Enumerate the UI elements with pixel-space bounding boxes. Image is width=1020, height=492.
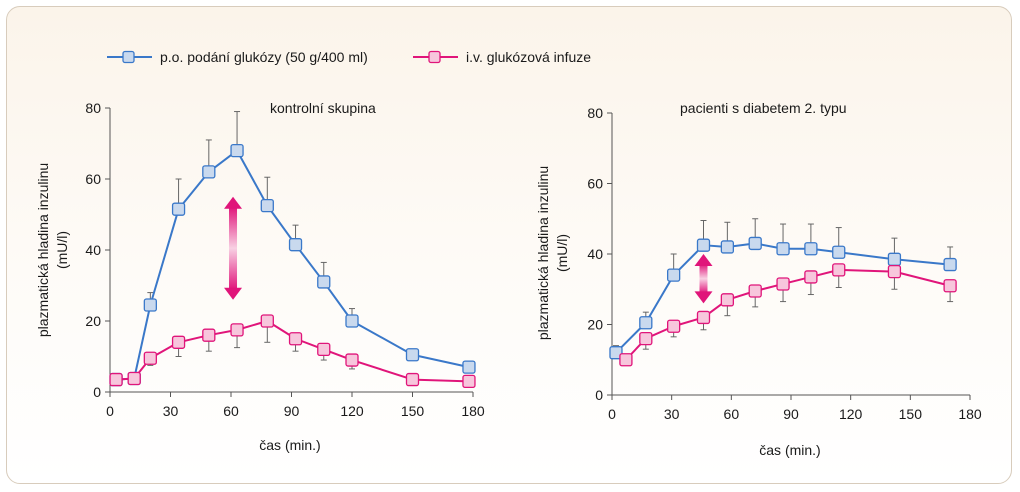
data-point-iv-diabetes-0 (619, 353, 633, 367)
x-tick-label-control-4: 120 (340, 403, 364, 419)
y-tick-label-diabetes-0: 0 (595, 387, 603, 403)
data-point-iv-diabetes-6 (776, 277, 790, 291)
x-tick-label-control-6: 180 (461, 403, 485, 419)
chart-title-diabetes: pacienti s diabetem 2. typu (680, 100, 847, 116)
x-tick-label-diabetes-2: 60 (724, 406, 740, 422)
data-point-iv-control-11 (462, 374, 476, 389)
data-point-oral-control-2 (143, 298, 157, 312)
data-point-oral-diabetes-1 (639, 316, 653, 330)
y-tick-label-control-4: 80 (85, 100, 101, 116)
data-point-iv-diabetes-3 (696, 310, 711, 325)
x-tick-label-diabetes-0: 0 (608, 406, 616, 422)
data-point-oral-control-7 (288, 238, 303, 252)
x-tick-label-control-3: 90 (284, 403, 300, 419)
data-point-oral-diabetes-6 (776, 242, 790, 256)
data-point-oral-diabetes-3 (696, 238, 711, 252)
y-axis-label-line1-diabetes: plazmatická hladina inzulinu (535, 166, 551, 340)
data-point-iv-control-3 (171, 335, 186, 349)
data-point-oral-control-10 (405, 348, 420, 362)
figure-panel (6, 6, 1012, 484)
y-tick-label-control-0: 0 (93, 384, 101, 400)
x-tick-label-control-0: 0 (106, 403, 114, 419)
arrow-shaft-diabetes (699, 264, 708, 294)
x-tick-label-control-2: 60 (223, 403, 239, 419)
y-axis-label-line2-control: (mU/l) (54, 231, 70, 269)
y-tick-label-diabetes-2: 40 (587, 246, 603, 262)
legend: p.o. podání glukózy (50 g/400 ml) i.v. g… (107, 49, 591, 65)
legend-marker-oral (122, 50, 135, 64)
data-point-iv-control-7 (288, 332, 303, 346)
x-tick-label-control-1: 30 (163, 403, 179, 419)
legend-item-oral: p.o. podání glukózy (50 g/400 ml) (107, 49, 368, 65)
x-axis-label-diabetes: čas (min.) (759, 442, 820, 458)
data-point-iv-diabetes-9 (887, 264, 902, 279)
y-tick-label-diabetes-1: 20 (587, 317, 603, 333)
arrow-shaft-control (229, 206, 238, 290)
y-tick-label-control-2: 40 (85, 242, 101, 258)
data-point-oral-diabetes-2 (667, 268, 681, 282)
data-point-oral-diabetes-10 (943, 257, 957, 272)
x-tick-label-control-5: 150 (401, 403, 425, 419)
chart-title-control: kontrolní skupina (270, 100, 376, 116)
x-tick-label-diabetes-4: 120 (839, 406, 863, 422)
data-point-oral-diabetes-8 (832, 245, 846, 259)
data-point-iv-control-6 (260, 314, 274, 328)
chart-diabetes-group: pacienti s diabetem 2. typu plazmatická … (535, 100, 982, 458)
arrow-head-down-control (224, 287, 243, 300)
x-tick-label-diabetes-6: 180 (958, 406, 982, 422)
y-axis-label-line2-diabetes: (mU/l) (554, 234, 570, 272)
x-tick-label-diabetes-3: 90 (783, 406, 799, 422)
x-tick-label-diabetes-1: 30 (664, 406, 680, 422)
data-point-iv-diabetes-8 (832, 263, 846, 277)
x-tick-label-diabetes-5: 150 (899, 406, 923, 422)
arrow-head-up-diabetes (694, 254, 713, 266)
data-point-oral-diabetes-5 (748, 236, 762, 251)
data-point-iv-control-2 (143, 351, 157, 365)
data-point-iv-diabetes-2 (667, 319, 681, 333)
data-point-iv-control-10 (405, 372, 420, 387)
data-point-oral-control-4 (202, 165, 216, 179)
data-point-oral-control-5 (230, 143, 244, 158)
data-point-iv-control-0 (109, 372, 123, 387)
y-tick-label-diabetes-4: 80 (587, 105, 603, 121)
legend-label-iv: i.v. glukózová infuze (466, 49, 591, 65)
data-point-oral-control-3 (171, 202, 186, 216)
x-axis-label-control: čas (min.) (259, 437, 320, 453)
y-tick-label-control-3: 60 (85, 171, 101, 187)
data-point-iv-diabetes-1 (639, 331, 653, 346)
legend-item-iv: i.v. glukózová infuze (413, 49, 591, 65)
data-point-iv-control-1 (127, 371, 141, 386)
chart-control-group: kontrolní skupina plazmatická hladina in… (35, 100, 485, 453)
data-point-oral-diabetes-4 (720, 240, 735, 254)
data-point-iv-diabetes-10 (943, 279, 957, 293)
data-point-oral-control-9 (345, 314, 359, 328)
data-point-iv-diabetes-4 (720, 293, 735, 307)
legend-label-oral: p.o. podání glukózy (50 g/400 ml) (160, 49, 368, 65)
data-point-iv-diabetes-5 (748, 284, 762, 298)
data-point-iv-control-8 (317, 342, 331, 357)
arrow-head-up-control (224, 196, 243, 209)
data-point-iv-control-4 (202, 328, 216, 342)
data-point-iv-control-9 (345, 353, 359, 367)
arrow-head-down-diabetes (694, 291, 713, 304)
data-point-oral-control-11 (462, 360, 476, 374)
data-point-oral-diabetes-0 (609, 346, 623, 360)
data-point-iv-control-5 (230, 323, 244, 337)
y-tick-label-diabetes-3: 60 (587, 176, 603, 192)
series-line-oral-control (115, 149, 470, 381)
y-axis-label-line1-control: plazmatická hladina inzulinu (35, 163, 51, 337)
legend-marker-iv (428, 50, 441, 64)
y-tick-label-control-1: 20 (85, 313, 101, 329)
data-point-oral-control-8 (317, 275, 331, 289)
data-point-oral-diabetes-7 (804, 242, 818, 256)
data-point-oral-control-6 (260, 198, 274, 213)
data-point-oral-diabetes-9 (887, 252, 902, 266)
data-point-iv-diabetes-7 (804, 270, 818, 284)
